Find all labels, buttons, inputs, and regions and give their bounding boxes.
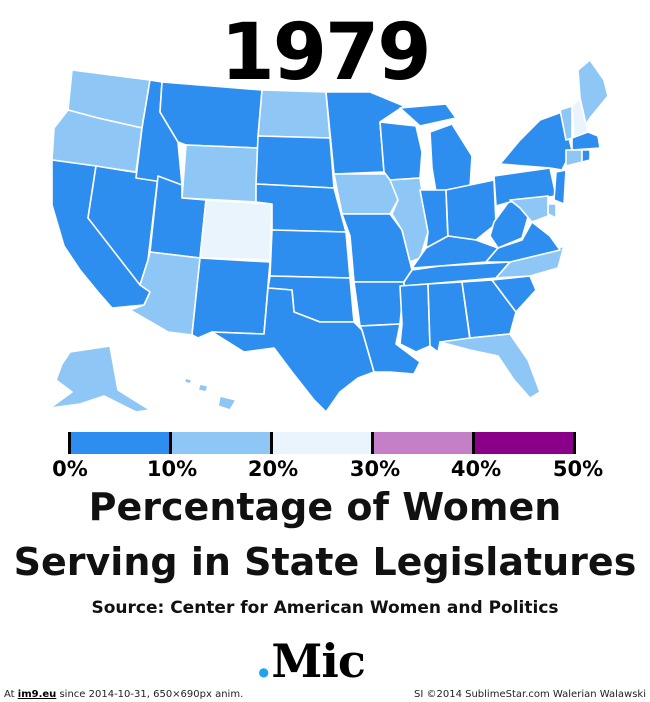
footer-suffix: since 2014-10-31, 650×690px anim. — [56, 689, 244, 700]
legend-segment-30-40 — [371, 432, 472, 454]
state-north-dakota — [257, 89, 331, 139]
legend-labels: 0% 10% 20% 30% 40% 50% — [40, 457, 630, 487]
mic-logo: .Mic — [255, 630, 366, 689]
title-line-2: Serving in State Legislatures — [13, 540, 637, 584]
legend-segment-20-30 — [270, 432, 371, 454]
state-massachusetts — [571, 131, 601, 151]
state-florida — [439, 333, 541, 399]
legend-segment-10-20 — [169, 432, 270, 454]
footer-bar: At im9.eu since 2014-10-31, 650×690px an… — [0, 688, 650, 702]
state-connecticut — [565, 149, 583, 167]
state-south-dakota — [255, 135, 335, 189]
title-line-1: Percentage of Women — [88, 485, 562, 529]
state-maine — [577, 59, 609, 125]
legend-label-30: 30% — [349, 457, 401, 481]
legend-label-0: 0% — [52, 457, 88, 481]
legend-segment-0-10 — [68, 432, 169, 454]
us-state-map — [49, 59, 609, 413]
state-wisconsin — [379, 121, 423, 181]
state-ohio — [445, 179, 497, 241]
logo-dot: . — [255, 630, 272, 689]
legend-label-10: 10% — [146, 457, 198, 481]
state-delaware — [547, 203, 557, 219]
state-montana — [159, 81, 263, 149]
footer-right: SI ©2014 SublimeStar.com Walerian Walaws… — [414, 689, 646, 700]
state-texas — [211, 287, 375, 413]
state-new-york — [499, 111, 573, 171]
footer-left: At im9.eu since 2014-10-31, 650×690px an… — [4, 689, 243, 700]
state-new-jersey — [553, 169, 567, 205]
legend-label-50: 50% — [552, 457, 604, 481]
footer-link[interactable]: im9.eu — [17, 689, 57, 700]
legend-segment-40-50 — [472, 432, 576, 454]
footer-prefix: At — [4, 689, 18, 700]
state-iowa — [333, 173, 399, 215]
state-colorado — [199, 199, 273, 261]
state-maryland — [509, 195, 549, 223]
logo-text: Mic — [271, 634, 365, 688]
state-alaska — [49, 345, 151, 413]
year-heading: 1979 — [220, 8, 431, 98]
legend-label-20: 20% — [247, 457, 299, 481]
source-credit: Source: Center for American Women and Po… — [91, 598, 559, 618]
state-rhode-island — [581, 149, 591, 163]
state-kansas — [269, 229, 351, 279]
state-louisiana — [359, 323, 421, 375]
legend-label-40: 40% — [450, 457, 502, 481]
state-wyoming — [181, 144, 259, 203]
state-arkansas — [353, 281, 405, 327]
state-mississippi — [399, 283, 431, 353]
state-new-mexico — [191, 257, 271, 339]
state-hawaii — [183, 377, 237, 411]
legend-color-scale — [68, 432, 576, 454]
